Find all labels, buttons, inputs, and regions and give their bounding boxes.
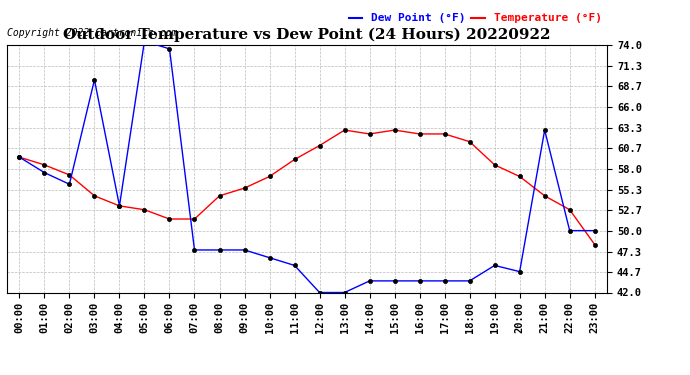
Text: Copyright 2022 Cartronics.com: Copyright 2022 Cartronics.com (7, 27, 177, 38)
Legend: Dew Point (°F), Temperature (°F): Dew Point (°F), Temperature (°F) (349, 13, 602, 24)
Title: Outdoor Temperature vs Dew Point (24 Hours) 20220922: Outdoor Temperature vs Dew Point (24 Hou… (63, 28, 551, 42)
